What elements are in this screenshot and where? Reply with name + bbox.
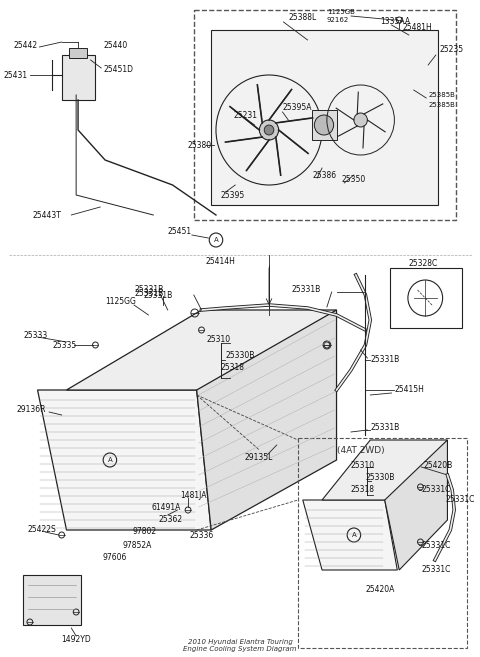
Circle shape bbox=[354, 113, 367, 127]
Text: 25420B: 25420B bbox=[423, 461, 453, 470]
Text: 25395A: 25395A bbox=[283, 104, 312, 112]
Text: 25310: 25310 bbox=[351, 461, 375, 470]
Text: 25235: 25235 bbox=[440, 45, 464, 55]
Bar bbox=[312, 110, 336, 140]
Text: 61491A: 61491A bbox=[151, 503, 181, 512]
Text: 25415H: 25415H bbox=[395, 386, 424, 394]
Text: (4AT 2WD): (4AT 2WD) bbox=[336, 445, 384, 455]
Text: 25395: 25395 bbox=[221, 191, 245, 200]
Text: 25333: 25333 bbox=[23, 330, 48, 340]
Text: 25385B: 25385B bbox=[428, 102, 455, 108]
Text: 25440: 25440 bbox=[103, 41, 127, 49]
Text: 25443T: 25443T bbox=[33, 210, 61, 219]
Text: 25420A: 25420A bbox=[365, 585, 395, 595]
FancyArrowPatch shape bbox=[278, 118, 310, 123]
Bar bbox=[23, 575, 81, 625]
Text: 25331B: 25331B bbox=[291, 286, 321, 294]
Text: 25330B: 25330B bbox=[365, 474, 395, 482]
Text: 25442: 25442 bbox=[13, 41, 37, 49]
Polygon shape bbox=[385, 440, 447, 570]
Text: 25331C: 25331C bbox=[421, 486, 451, 495]
Text: 29135L: 29135L bbox=[245, 453, 273, 463]
Text: 25481H: 25481H bbox=[402, 24, 432, 32]
Text: 25386: 25386 bbox=[312, 171, 336, 179]
Text: 25431: 25431 bbox=[4, 70, 28, 79]
Text: A: A bbox=[351, 532, 356, 538]
Text: 25331B: 25331B bbox=[134, 286, 163, 294]
FancyArrowPatch shape bbox=[271, 92, 290, 118]
Text: 2010 Hyundai Elantra Touring
Engine Cooling System Diagram: 2010 Hyundai Elantra Touring Engine Cool… bbox=[183, 639, 297, 652]
Polygon shape bbox=[322, 440, 447, 500]
Text: 1492YD: 1492YD bbox=[61, 635, 91, 645]
Polygon shape bbox=[197, 310, 336, 530]
Text: A: A bbox=[108, 457, 112, 463]
Text: 25331C: 25331C bbox=[445, 495, 475, 505]
Text: 25331B: 25331B bbox=[370, 355, 399, 365]
Circle shape bbox=[259, 120, 279, 140]
Text: 25331B: 25331B bbox=[370, 424, 399, 432]
Text: 25385B: 25385B bbox=[428, 92, 455, 98]
Text: 25388L: 25388L bbox=[288, 14, 316, 22]
FancyArrowPatch shape bbox=[258, 87, 262, 120]
Text: 25350: 25350 bbox=[341, 175, 366, 185]
Text: A: A bbox=[214, 237, 218, 243]
Text: 92162: 92162 bbox=[327, 17, 349, 23]
Polygon shape bbox=[37, 390, 211, 530]
Text: 97802: 97802 bbox=[132, 528, 156, 537]
Text: 1335AA: 1335AA bbox=[380, 18, 410, 26]
Circle shape bbox=[264, 125, 274, 135]
Text: 1125GG: 1125GG bbox=[105, 298, 136, 307]
Text: 97852A: 97852A bbox=[122, 541, 152, 549]
Text: 25331C: 25331C bbox=[421, 566, 451, 574]
Text: 25331B: 25331B bbox=[134, 288, 163, 298]
Text: 25422S: 25422S bbox=[28, 526, 57, 535]
Bar bbox=[194, 10, 456, 220]
Text: 25231: 25231 bbox=[233, 110, 257, 120]
FancyArrowPatch shape bbox=[276, 140, 280, 172]
Text: 25310: 25310 bbox=[206, 336, 230, 344]
Text: 25414H: 25414H bbox=[206, 258, 236, 267]
Text: 25335: 25335 bbox=[52, 340, 76, 350]
Bar bbox=[390, 268, 462, 328]
Polygon shape bbox=[67, 310, 336, 390]
Circle shape bbox=[314, 115, 334, 135]
Text: 25330B: 25330B bbox=[226, 350, 255, 359]
Text: 1481JA: 1481JA bbox=[180, 491, 207, 499]
FancyArrowPatch shape bbox=[281, 131, 306, 152]
Text: 25336: 25336 bbox=[190, 530, 214, 539]
Bar bbox=[211, 30, 438, 205]
Text: 25331B: 25331B bbox=[144, 292, 173, 300]
FancyArrowPatch shape bbox=[232, 108, 257, 128]
Bar bbox=[61, 55, 96, 100]
Text: 25318: 25318 bbox=[351, 486, 375, 495]
FancyArrowPatch shape bbox=[248, 142, 267, 168]
Text: 97606: 97606 bbox=[102, 553, 127, 562]
Text: 25328C: 25328C bbox=[409, 260, 438, 269]
Text: 25331C: 25331C bbox=[421, 541, 451, 549]
Text: 25318: 25318 bbox=[221, 363, 245, 373]
Text: 1125GB: 1125GB bbox=[327, 9, 355, 15]
Text: 25451D: 25451D bbox=[103, 66, 133, 74]
Text: 25380: 25380 bbox=[187, 141, 211, 150]
Bar bbox=[298, 438, 467, 648]
Text: 25362: 25362 bbox=[158, 516, 182, 524]
Text: 29136R: 29136R bbox=[16, 405, 46, 415]
Bar bbox=[70, 48, 87, 58]
FancyArrowPatch shape bbox=[228, 137, 260, 142]
Polygon shape bbox=[303, 500, 397, 570]
Text: 25451: 25451 bbox=[168, 227, 192, 237]
